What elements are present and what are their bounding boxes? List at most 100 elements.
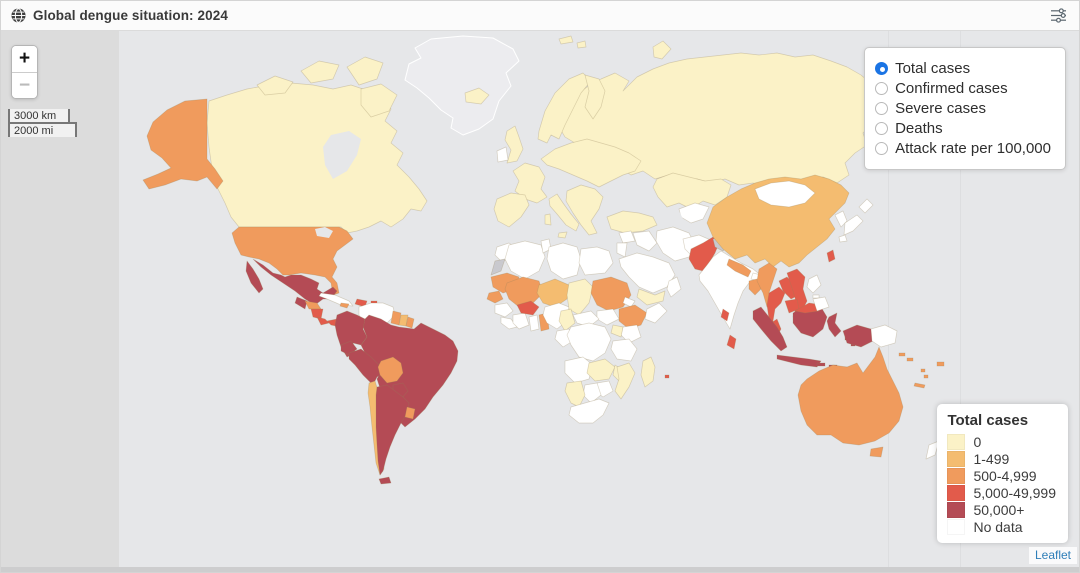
- country-zambia[interactable]: [586, 358, 616, 382]
- region-levant[interactable]: [616, 242, 628, 258]
- island-sumatra[interactable]: [752, 306, 788, 352]
- map-canvas[interactable]: + − 3000 km 2000 mi Total cases Confirmed…: [1, 31, 1079, 567]
- leaflet-link[interactable]: Leaflet: [1034, 548, 1071, 562]
- zoom-out-button[interactable]: −: [12, 72, 37, 98]
- country-libya[interactable]: [546, 242, 582, 280]
- country-madagascar[interactable]: [640, 356, 656, 388]
- country-mongolia[interactable]: [754, 180, 816, 208]
- canadian-arctic-island[interactable]: [300, 60, 340, 84]
- radio-icon[interactable]: [875, 62, 889, 75]
- country-chad[interactable]: [566, 278, 594, 316]
- country-syria[interactable]: [618, 230, 636, 244]
- country-ivory-coast[interactable]: [512, 312, 530, 330]
- country-senegal[interactable]: [486, 290, 504, 304]
- country-finland[interactable]: [584, 74, 606, 120]
- zoom-in-button[interactable]: +: [12, 46, 37, 72]
- country-south-africa[interactable]: [568, 398, 610, 424]
- country-central-african-republic[interactable]: [572, 310, 600, 328]
- region-central-europe[interactable]: [540, 138, 642, 188]
- country-mozambique[interactable]: [614, 362, 636, 400]
- philippines-visayas[interactable]: [812, 294, 820, 299]
- country-pakistan[interactable]: [688, 236, 720, 272]
- country-canada[interactable]: [206, 82, 428, 234]
- region-scandinavia[interactable]: [537, 72, 592, 144]
- philippines-luzon[interactable]: [806, 274, 822, 294]
- country-nepal[interactable]: [726, 258, 752, 278]
- country-uk[interactable]: [504, 125, 524, 164]
- country-iran[interactable]: [655, 226, 696, 262]
- country-vanuatu[interactable]: [920, 368, 926, 373]
- country-somalia[interactable]: [644, 302, 668, 324]
- country-uruguay[interactable]: [404, 406, 416, 420]
- country-south-sudan[interactable]: [596, 308, 620, 326]
- radio-icon[interactable]: [875, 142, 889, 155]
- region-balkans[interactable]: [565, 184, 604, 236]
- region-iberia[interactable]: [493, 192, 530, 228]
- country-ethiopia[interactable]: [618, 304, 648, 330]
- island-java[interactable]: [776, 354, 822, 368]
- canadian-arctic-island[interactable]: [256, 75, 294, 96]
- country-japan[interactable]: [843, 214, 864, 236]
- country-vanuatu[interactable]: [923, 374, 929, 379]
- country-niger[interactable]: [536, 278, 570, 308]
- philippines-mindanao[interactable]: [812, 296, 830, 312]
- island-tasmania[interactable]: [869, 446, 884, 458]
- country-egypt[interactable]: [578, 246, 614, 276]
- sliders-icon[interactable]: [1050, 8, 1067, 23]
- country-australia[interactable]: [797, 346, 904, 446]
- country-argentina[interactable]: [375, 384, 410, 476]
- new-zealand-south[interactable]: [925, 440, 940, 460]
- country-namibia[interactable]: [564, 380, 586, 408]
- country-iceland[interactable]: [464, 87, 490, 105]
- country-yemen[interactable]: [636, 288, 666, 306]
- country-saudi-arabia[interactable]: [618, 252, 676, 294]
- tierra-del-fuego[interactable]: [378, 476, 392, 485]
- country-angola[interactable]: [564, 356, 594, 384]
- country-fiji[interactable]: [936, 361, 945, 367]
- country-mauritius[interactable]: [664, 374, 670, 379]
- country-italy[interactable]: [548, 193, 580, 232]
- country-japan[interactable]: [858, 198, 874, 214]
- country-china[interactable]: [706, 174, 850, 268]
- layer-option-total-cases[interactable]: Total cases: [875, 60, 1051, 77]
- country-cameroon[interactable]: [558, 308, 576, 332]
- french-guiana[interactable]: [405, 316, 415, 329]
- radio-icon[interactable]: [875, 82, 889, 95]
- country-novaya-zemlya[interactable]: [652, 40, 672, 60]
- region-central-asia[interactable]: [678, 202, 710, 224]
- svalbard-islands[interactable]: [558, 35, 574, 45]
- baffin-island[interactable]: [360, 83, 398, 118]
- country-ireland[interactable]: [496, 146, 509, 163]
- country-japan[interactable]: [838, 234, 848, 243]
- solomon-islands[interactable]: [906, 357, 914, 362]
- country-ghana[interactable]: [528, 314, 540, 332]
- indonesia-papua[interactable]: [842, 324, 874, 348]
- country-france[interactable]: [512, 162, 548, 204]
- country-iraq[interactable]: [632, 230, 658, 252]
- country-guatemala[interactable]: [294, 296, 308, 310]
- island-sardinia[interactable]: [544, 213, 552, 226]
- svalbard-islands[interactable]: [576, 40, 587, 49]
- country-burkina-faso[interactable]: [516, 300, 540, 316]
- state-alaska[interactable]: [142, 98, 224, 190]
- india-east-coast-area[interactable]: [720, 308, 730, 322]
- country-usa[interactable]: [231, 226, 354, 296]
- country-sri-lanka[interactable]: [726, 334, 737, 350]
- country-guinea[interactable]: [494, 302, 514, 318]
- lesser-sunda-islands[interactable]: [816, 362, 826, 367]
- country-turkey[interactable]: [606, 210, 658, 234]
- solomon-islands[interactable]: [898, 352, 906, 357]
- new-caledonia[interactable]: [913, 382, 926, 389]
- canadian-arctic-island[interactable]: [346, 56, 384, 86]
- country-bolivia[interactable]: [377, 356, 404, 384]
- country-thailand[interactable]: [766, 286, 786, 332]
- island-sulawesi[interactable]: [826, 312, 842, 338]
- region-korea[interactable]: [834, 210, 848, 228]
- country-uganda[interactable]: [610, 324, 624, 338]
- country-kazakhstan[interactable]: [652, 172, 732, 210]
- country-sudan[interactable]: [590, 276, 632, 312]
- layer-option-severe-cases[interactable]: Severe cases: [875, 100, 1051, 117]
- country-peru[interactable]: [348, 348, 384, 386]
- layer-option-attack-rate-per-100-000[interactable]: Attack rate per 100,000: [875, 140, 1051, 157]
- radio-icon[interactable]: [875, 122, 889, 135]
